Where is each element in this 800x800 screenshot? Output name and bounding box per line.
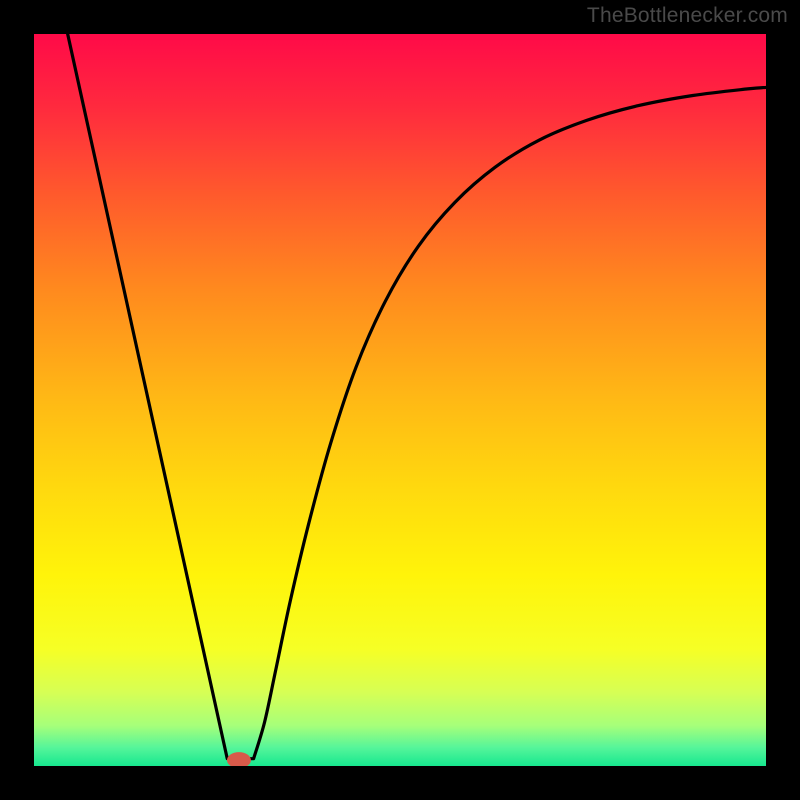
chart-svg (34, 34, 766, 766)
plot-area (34, 34, 766, 766)
gradient-background (34, 34, 766, 766)
chart-frame: TheBottlenecker.com (0, 0, 800, 800)
watermark-text: TheBottlenecker.com (587, 4, 788, 28)
